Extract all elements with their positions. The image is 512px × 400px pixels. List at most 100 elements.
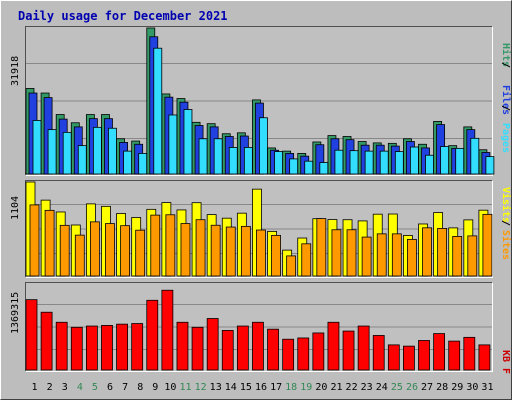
bar-pages-day-20 xyxy=(319,162,329,175)
bar-sites-day-6 xyxy=(105,223,115,277)
bar-kb-f-day-22 xyxy=(342,330,355,371)
bar-pages-day-6 xyxy=(108,127,117,175)
x-tick-label-day-26: 26 xyxy=(406,382,418,393)
bar-kb-f-day-18 xyxy=(282,338,295,371)
legend-separator: / xyxy=(500,62,511,68)
bar-pages-day-30 xyxy=(470,137,480,175)
bar-pages-day-5 xyxy=(92,126,102,175)
bar-sites-day-14 xyxy=(225,226,236,277)
bar-pages-day-4 xyxy=(77,145,87,175)
bar-pages-day-14 xyxy=(228,147,238,175)
bar-kb-f-day-20 xyxy=(312,332,325,371)
bar-pages-day-23 xyxy=(364,150,374,175)
panel-3-bevel-light xyxy=(25,282,493,372)
bar-kb-f-day-8 xyxy=(131,323,144,371)
x-tick-label-day-10: 10 xyxy=(164,382,176,393)
bar-sites-day-8 xyxy=(135,229,146,277)
bar-sites-day-21 xyxy=(331,229,342,277)
bar-sites-day-28 xyxy=(437,228,448,277)
bar-sites-day-20 xyxy=(316,218,327,277)
bar-sites-day-4 xyxy=(74,234,85,277)
bar-pages-day-8 xyxy=(138,153,148,175)
bar-sites-day-11 xyxy=(180,223,191,277)
bar-pages-day-12 xyxy=(198,138,208,175)
legend-pages: Pages xyxy=(500,123,511,153)
bar-kb-f-day-31 xyxy=(478,344,491,371)
bar-sites-day-2 xyxy=(44,209,55,277)
x-tick-label-day-3: 3 xyxy=(62,382,68,393)
legend-sites: Sites xyxy=(500,230,512,260)
bar-sites-day-13 xyxy=(210,224,221,277)
legend-hits: Hits xyxy=(500,43,512,67)
bar-sites-day-26 xyxy=(407,238,417,277)
bar-kb-f-day-4 xyxy=(70,326,83,371)
x-tick-label-day-6: 6 xyxy=(107,382,113,393)
x-tick-label-day-14: 14 xyxy=(225,382,237,393)
bar-sites-day-3 xyxy=(59,224,70,277)
x-tick-label-day-24: 24 xyxy=(376,382,388,393)
bar-pages-day-26 xyxy=(410,146,419,175)
bar-kb-f-day-28 xyxy=(433,333,446,371)
bar-kb-f-day-27 xyxy=(418,340,430,371)
bar-kb-f-day-5 xyxy=(85,325,98,371)
bar-kb-f-day-23 xyxy=(357,325,370,371)
panel-1-bevel-light xyxy=(25,26,493,176)
bar-pages-day-3 xyxy=(62,131,72,175)
x-tick-label-day-15: 15 xyxy=(240,382,252,393)
panel-1-bevel-dark xyxy=(25,26,493,176)
x-tick-label-day-2: 2 xyxy=(47,382,53,393)
x-tick-label-day-18: 18 xyxy=(285,382,297,393)
bar-sites-day-16 xyxy=(256,229,266,277)
legend-separator: / xyxy=(500,220,511,226)
x-tick-label-day-21: 21 xyxy=(330,382,342,393)
bar-pages-day-16 xyxy=(259,117,268,175)
panel-2-bevel-light xyxy=(25,180,493,278)
bar-pages-day-28 xyxy=(440,146,450,175)
bar-kb-f-day-12 xyxy=(191,326,204,371)
bar-kb-f-day-10 xyxy=(161,289,174,371)
bar-pages-day-9 xyxy=(153,47,163,175)
bar-kb-f-day-11 xyxy=(176,321,189,371)
legend-separator: / xyxy=(500,105,511,111)
bar-pages-day-21 xyxy=(334,149,344,175)
x-tick-label-day-20: 20 xyxy=(315,382,327,393)
bar-sites-day-1 xyxy=(29,204,40,277)
bar-pages-day-27 xyxy=(425,154,434,175)
x-tick-label-day-31: 31 xyxy=(481,382,493,393)
x-tick-label-day-7: 7 xyxy=(122,382,128,393)
x-tick-label-day-22: 22 xyxy=(346,382,358,393)
bar-kb-f-day-2 xyxy=(40,311,53,371)
x-tick-label-day-25: 25 xyxy=(391,382,403,393)
x-tick-label-day-30: 30 xyxy=(466,382,478,393)
bar-kb-f-day-14 xyxy=(221,330,234,371)
x-tick-label-day-5: 5 xyxy=(92,382,98,393)
bar-kb-f-day-13 xyxy=(206,318,219,371)
bar-pages-day-11 xyxy=(183,109,193,175)
bar-pages-day-31 xyxy=(485,156,495,175)
x-tick-label-day-4: 4 xyxy=(77,382,83,393)
panel-2-y-tick-label: 1104 xyxy=(10,196,21,220)
bar-sites-day-27 xyxy=(422,227,432,277)
bar-kb-f-day-15 xyxy=(236,325,249,371)
x-tick-label-day-28: 28 xyxy=(436,382,448,393)
bar-pages-day-17 xyxy=(274,151,283,175)
bar-sites-day-17 xyxy=(271,234,281,277)
bar-sites-day-5 xyxy=(89,221,100,277)
bar-sites-day-29 xyxy=(452,236,463,277)
bar-pages-day-7 xyxy=(123,150,132,175)
bar-pages-day-24 xyxy=(379,150,389,175)
bar-kb-f-day-19 xyxy=(297,337,310,371)
bar-pages-day-19 xyxy=(304,160,314,175)
bar-sites-day-19 xyxy=(301,243,312,277)
bar-kb-f-day-9 xyxy=(146,299,159,371)
bar-sites-day-12 xyxy=(195,219,206,277)
x-tick-label-day-17: 17 xyxy=(270,382,282,393)
bar-sites-day-30 xyxy=(467,235,478,277)
x-tick-label-day-16: 16 xyxy=(255,382,267,393)
bar-sites-day-25 xyxy=(391,233,402,277)
bar-pages-day-10 xyxy=(168,114,178,175)
bar-pages-day-18 xyxy=(289,158,299,175)
chart-title: Daily usage for December 2021 xyxy=(18,9,228,23)
